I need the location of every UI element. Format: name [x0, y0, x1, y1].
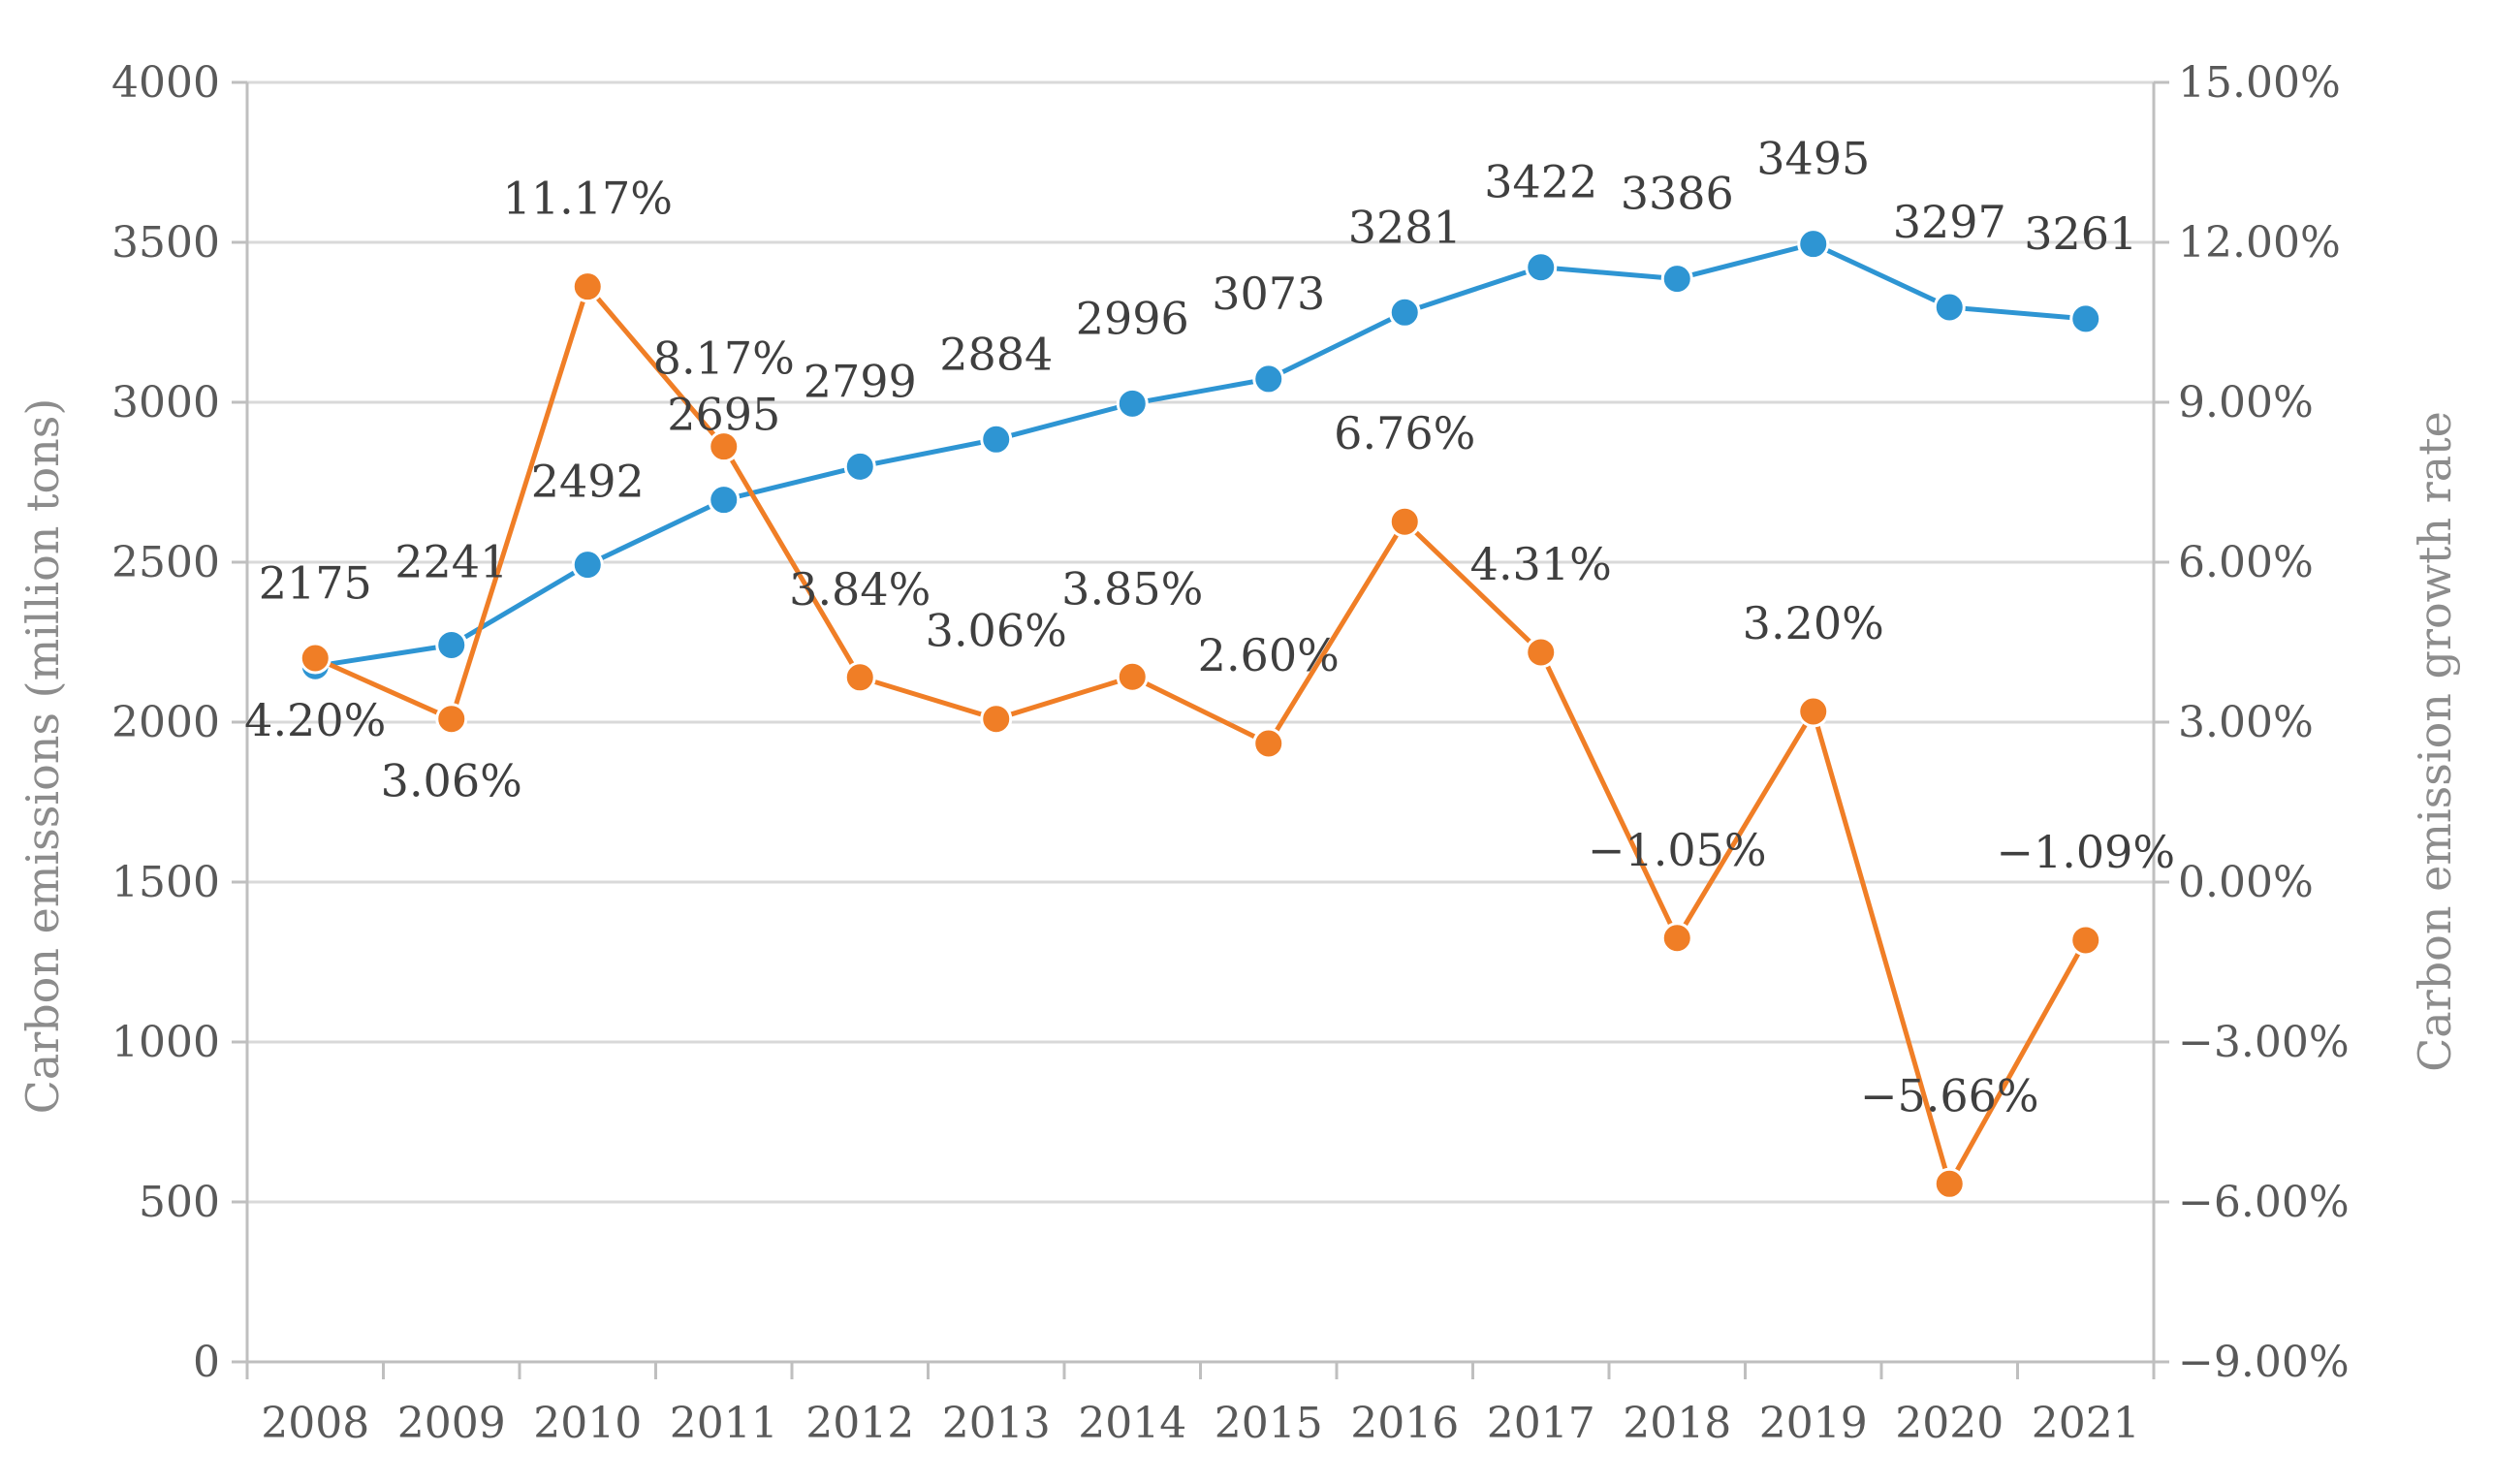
right-tick-label: 9.00%	[2178, 378, 2314, 427]
growth-rate-point	[1797, 695, 1830, 728]
right-axis-ticks: −9.00% −6.00% −3.00% 0.00% 3.00% 6.00% 9.00% 12…	[2178, 58, 2350, 1387]
data-labels-layer: 2175 2241 2492 2695 2799 2884 2996 3073 3281 3422…	[244, 133, 2175, 1122]
growth-rate-point	[708, 430, 741, 463]
x-tick-label: 2008	[261, 1399, 369, 1448]
right-tick-label: −9.00%	[2178, 1338, 2350, 1387]
emissions-line	[314, 241, 2087, 669]
emissions-data-label: 2884	[939, 328, 1053, 380]
growth-rate-data-label: −5.66%	[1860, 1069, 2039, 1121]
growth-rate-data-label: 2.60%	[1198, 629, 1340, 681]
x-tick-label: 2020	[1895, 1399, 2004, 1448]
growth-rate-line	[314, 284, 2088, 1186]
axes	[232, 80, 2169, 1379]
left-tick-label: 3000	[111, 378, 220, 427]
growth-rate-point	[1525, 636, 1558, 669]
emissions-point	[708, 484, 741, 517]
emissions-point	[1252, 363, 1285, 395]
x-tick-label: 2015	[1215, 1399, 1323, 1448]
left-tick-label: 0	[193, 1338, 220, 1387]
emissions-point	[843, 450, 876, 483]
x-tick-label: 2021	[2032, 1399, 2140, 1448]
emissions-data-label: 3281	[1348, 201, 1462, 253]
emissions-data-label: 2241	[394, 535, 508, 587]
emissions-data-label: 3386	[1621, 168, 1734, 220]
emissions-point	[1933, 291, 1966, 324]
growth-rate-point	[435, 703, 468, 736]
emissions-point	[2069, 302, 2102, 335]
emissions-point	[1388, 296, 1421, 329]
series-layer	[299, 228, 2102, 1200]
growth-rate-point	[1388, 505, 1421, 538]
growth-rate-point	[571, 270, 604, 303]
right-tick-label: 0.00%	[2178, 858, 2314, 907]
emissions-data-label: 3422	[1484, 156, 1597, 208]
growth-rate-data-label: 3.84%	[789, 563, 931, 616]
x-axis-ticks: 2008 2009 2010 2011 2012 2013 2014 2015 2016 2017…	[261, 1399, 2139, 1448]
x-tick-label: 2011	[670, 1399, 778, 1448]
x-tick-label: 2013	[942, 1399, 1051, 1448]
emissions-data-label: 3073	[1212, 268, 1325, 320]
x-tick-label: 2017	[1487, 1399, 1595, 1448]
emissions-data-label: 2799	[804, 355, 917, 407]
growth-rate-data-label: 4.31%	[1470, 538, 1612, 590]
growth-rate-data-label: 4.20%	[244, 694, 386, 746]
emissions-point	[1797, 228, 1830, 261]
x-tick-label: 2016	[1350, 1399, 1459, 1448]
growth-rate-data-label: 11.17%	[503, 173, 673, 225]
growth-rate-data-label: −1.09%	[1996, 826, 2175, 878]
right-tick-label: 15.00%	[2178, 58, 2341, 108]
grid-lines	[247, 80, 2154, 1204]
right-tick-label: 3.00%	[2178, 698, 2314, 747]
left-tick-label: 500	[139, 1178, 220, 1227]
emissions-data-label: 3495	[1756, 133, 1870, 185]
emissions-data-label: 2175	[259, 556, 372, 609]
growth-rate-point	[980, 703, 1013, 736]
emissions-point	[1116, 387, 1149, 420]
growth-rate-point	[2069, 924, 2102, 957]
right-tick-label: −6.00%	[2178, 1178, 2350, 1227]
growth-rate-point	[1252, 727, 1285, 760]
growth-rate-point	[843, 661, 876, 694]
growth-rate-data-label: 3.20%	[1743, 597, 1884, 649]
x-tick-label: 2009	[397, 1399, 506, 1448]
growth-rate-point	[299, 642, 331, 675]
emissions-point	[1660, 263, 1693, 296]
emissions-data-label: 2996	[1076, 292, 1189, 344]
growth-rate-data-label: 3.85%	[1061, 562, 1203, 615]
left-tick-label: 2500	[111, 538, 220, 587]
right-axis-title: Carbon emission growth rate	[2409, 411, 2461, 1072]
right-tick-label: 6.00%	[2178, 538, 2314, 587]
left-tick-label: 4000	[111, 58, 220, 108]
growth-rate-data-label: −1.05%	[1588, 824, 1767, 876]
growth-rate-point	[1116, 660, 1149, 693]
emissions-data-label: 2695	[667, 389, 780, 441]
growth-rate-data-label: 6.76%	[1334, 407, 1475, 459]
left-tick-label: 3500	[111, 218, 220, 268]
emissions-data-label: 3297	[1893, 196, 2006, 248]
growth-rate-data-label: 3.06%	[381, 755, 522, 807]
growth-rate-data-label: 3.06%	[926, 605, 1067, 657]
left-tick-label: 2000	[111, 698, 220, 747]
growth-rate-point	[1660, 922, 1693, 955]
right-tick-label: 12.00%	[2178, 218, 2341, 268]
emissions-point	[980, 423, 1013, 456]
x-tick-label: 2010	[533, 1399, 642, 1448]
emissions-point	[435, 628, 468, 661]
left-axis-title: Carbon emissions (million tons)	[16, 398, 69, 1115]
left-tick-label: 1500	[111, 858, 220, 907]
right-tick-label: −3.00%	[2178, 1018, 2350, 1067]
growth-rate-data-label: 8.17%	[653, 332, 795, 385]
emissions-point	[1525, 251, 1558, 284]
x-tick-label: 2012	[805, 1399, 914, 1448]
growth-rate-point	[1933, 1167, 1966, 1200]
x-tick-label: 2018	[1623, 1399, 1731, 1448]
emissions-data-label: 2492	[531, 456, 645, 508]
left-tick-label: 1000	[111, 1018, 220, 1067]
emissions-data-label: 3261	[2024, 207, 2137, 260]
x-tick-label: 2014	[1078, 1399, 1186, 1448]
left-axis-ticks: 0 500 1000 1500 2000 2500 3000 3500 4000	[111, 58, 220, 1387]
emissions-point	[571, 549, 604, 582]
x-tick-label: 2019	[1759, 1399, 1868, 1448]
